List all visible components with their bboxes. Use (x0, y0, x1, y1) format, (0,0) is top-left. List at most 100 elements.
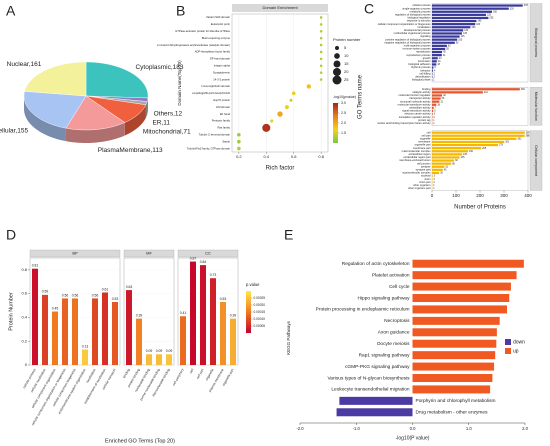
y-tick-label: regulation of biological process (395, 13, 431, 17)
value-label: 0.87 (190, 256, 197, 260)
bar (432, 63, 437, 66)
value-label: 0.56 (92, 293, 99, 297)
color-tick-label: 0.00025 (254, 296, 266, 300)
y-tick-label: macromolecular complex (402, 149, 432, 153)
value-label: 80 (452, 162, 455, 165)
y-tick-label: synapse (421, 165, 431, 168)
bar (166, 354, 172, 365)
y-tick-label: molecular function regulator (398, 93, 430, 97)
y-tick-label: emp24/gp25L/p24 family/GOLD (192, 91, 230, 95)
y-tick-label: other organism (413, 183, 430, 187)
y-tick-label: Necroptosis (384, 318, 410, 324)
facet-label: Cellular component (534, 145, 538, 176)
legend-label: 25 (344, 77, 349, 82)
bubble (319, 57, 323, 61)
y-tick-label: growth (423, 56, 431, 60)
x-tick-label: 0.8 (318, 154, 324, 159)
value-label: 0.39 (136, 314, 143, 318)
y-tick-label: organelle part (415, 143, 431, 147)
bar (432, 171, 440, 175)
value-label: 205 (482, 147, 487, 150)
bar (136, 318, 142, 365)
value-label: 0.81 (32, 264, 39, 268)
x-tick-label: 0.4 (264, 154, 270, 159)
pie-side (24, 96, 66, 142)
legend-label: 20 (344, 69, 349, 74)
y-tick-label: biological phase (412, 78, 431, 82)
value-label: 0.13 (82, 344, 89, 348)
value-label: 301 (505, 141, 510, 144)
bar (432, 47, 446, 51)
facet-label: Molecular function (534, 92, 538, 121)
bar (432, 94, 443, 97)
y-tick-label: Axon guidance (378, 330, 410, 336)
y-tick-label: synapse part (416, 168, 431, 172)
y-tick-label: membrane part (413, 146, 431, 150)
value-label: 0.53 (220, 297, 227, 301)
legend-bubble (332, 67, 342, 77)
pie-label: Cytoplasmic,183 (135, 64, 183, 71)
bar (432, 174, 433, 178)
legend-bubble (333, 60, 341, 68)
pie-side (124, 104, 146, 136)
bubble (319, 36, 323, 40)
y-axis-label: KEGG Pathways (286, 320, 291, 355)
value-label: 41 (443, 54, 446, 57)
value-label: 18 (437, 103, 440, 106)
bar (432, 140, 505, 144)
bar (432, 60, 437, 63)
y-tick-label: GTPase-activator protein for Ras-like GT… (175, 29, 230, 33)
y-tick-label: Rap1 signaling pathway (359, 352, 411, 358)
legend-bubble (334, 45, 340, 51)
y-tick-label: nucleic acid binding transcription facto… (377, 121, 431, 125)
y-tick-label: behavior (421, 68, 431, 72)
y-tick-label: Biotin-requiring enzyme (202, 36, 231, 40)
bar (412, 305, 507, 314)
y-tick-label: signal transducer activity (402, 109, 431, 113)
x-tick-label: 0.2 (236, 154, 242, 159)
legend-label: up (513, 348, 519, 354)
y-tick-label: multicellular organismal process (394, 31, 432, 35)
bar (432, 4, 523, 7)
y-tick-label: Immunoglobulin domain (201, 84, 230, 88)
value-label: 2 (433, 116, 435, 119)
x-tick-label: -2.0 (296, 426, 304, 431)
value-label: 0.09 (166, 349, 173, 353)
bubble (291, 91, 296, 96)
value-label: 7 (435, 106, 437, 109)
x-tick-label: organelle (205, 368, 215, 382)
facet-label: BP (72, 251, 78, 256)
y-tick-label: cellular process (412, 3, 431, 7)
bar (432, 168, 443, 171)
facet-strip (123, 249, 175, 258)
value-label: 30 (440, 172, 443, 175)
color-tick-label: 2.5 (341, 111, 346, 115)
bar (432, 134, 525, 137)
y-tick-label: Pentaxin family (212, 119, 231, 123)
y-tick-label: extracellular region (409, 152, 431, 156)
bar (339, 396, 413, 405)
bar (432, 57, 438, 60)
x-tick-label: 0.0 (410, 426, 416, 431)
bubble (319, 64, 323, 68)
y-tick-label: 0.2 (21, 338, 27, 343)
panel-letter: B (176, 3, 185, 19)
value-label: 6 (434, 66, 436, 69)
legend-swatch (505, 348, 511, 354)
x-tick-label: 100 (452, 193, 460, 198)
color-tick-label: 1.5 (341, 131, 346, 135)
color-tick-label: 0.00015 (254, 310, 266, 314)
y-tick-label: locomotion (418, 59, 431, 63)
value-label: 250 (493, 10, 498, 13)
bubble (262, 123, 271, 132)
value-label: 0.63 (126, 285, 133, 289)
value-label: 366 (521, 88, 526, 91)
x-axis-label: Enriched GO Terms (Top 20) (105, 438, 175, 444)
panel-letter: C (364, 1, 374, 17)
y-tick-label: Tubulin C-terminal domain (199, 132, 231, 136)
bar (432, 131, 525, 134)
y-tick-label: metabolic process (410, 9, 432, 13)
value-label: 378 (524, 4, 529, 7)
y-tick-label: detoxification (415, 75, 431, 79)
